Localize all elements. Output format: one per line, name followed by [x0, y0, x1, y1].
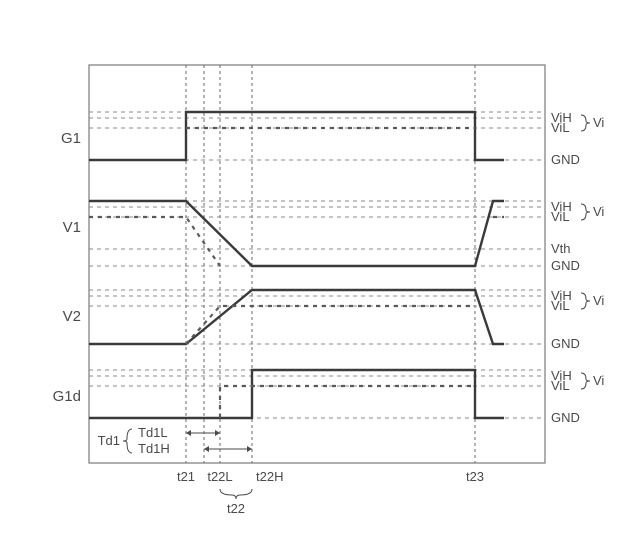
level-label: GND: [551, 258, 580, 273]
td1-label: Td1: [98, 433, 120, 448]
level-label: ViL: [551, 120, 570, 135]
level-label: ViL: [551, 378, 570, 393]
vi-brace-label: Vi: [593, 373, 604, 388]
level-label: GND: [551, 336, 580, 351]
vi-brace-label: Vi: [593, 115, 604, 130]
level-label: GND: [551, 152, 580, 167]
vi-brace-label: Vi: [593, 204, 604, 219]
t22-label: t22: [227, 501, 245, 516]
t22l-label: t22L: [207, 469, 232, 484]
t21-label: t21: [177, 469, 195, 484]
signal-label-V2: V2: [63, 308, 81, 325]
signal-label-G1: G1: [61, 130, 81, 147]
signal-label-G1d: G1d: [53, 388, 81, 405]
level-label: Vth: [551, 241, 571, 256]
td1h-label: Td1H: [138, 441, 170, 456]
level-label: ViL: [551, 209, 570, 224]
signal-label-V1: V1: [63, 219, 81, 236]
t23-label: t23: [466, 469, 484, 484]
t22h-label: t22H: [256, 469, 283, 484]
vi-brace-label: Vi: [593, 293, 604, 308]
level-label: ViL: [551, 298, 570, 313]
td1l-label: Td1L: [138, 425, 168, 440]
level-label: GND: [551, 410, 580, 425]
